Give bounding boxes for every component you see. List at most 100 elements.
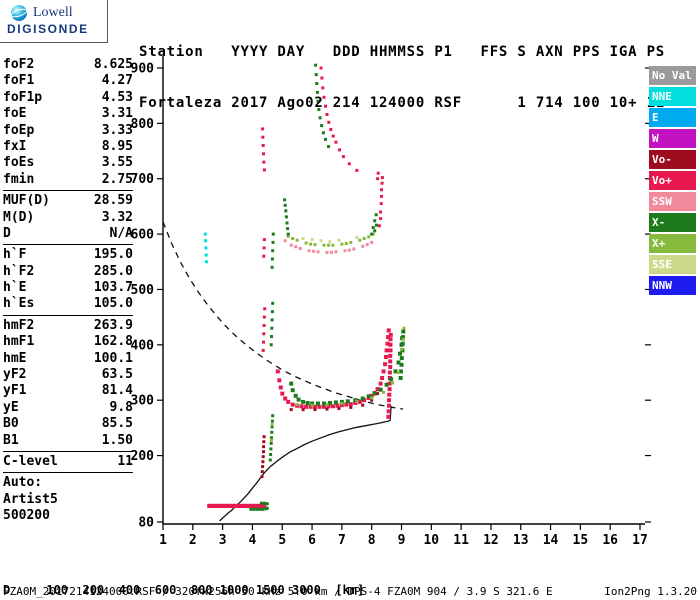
param-row-foes: foEs 3.55 — [3, 155, 133, 171]
legend-item-vo: Vo- — [649, 150, 696, 169]
y-tick-labels: 900 800 700 600 500 400 300 200 80 — [131, 62, 651, 531]
separator-line — [3, 190, 133, 192]
svg-text:11: 11 — [453, 533, 469, 548]
logo-product-name: DIGISONDE — [7, 22, 89, 36]
trace-hop2-top-green — [314, 63, 330, 149]
svg-text:12: 12 — [483, 533, 499, 548]
svg-text:600: 600 — [131, 228, 155, 243]
trace-hop2-bottom-pink — [283, 239, 374, 254]
legend-item-x: X- — [649, 213, 696, 232]
param-label: B0 — [3, 416, 19, 432]
logo-row: Lowell — [0, 0, 107, 22]
svg-text:8: 8 — [368, 533, 376, 548]
trace-f2-trace-x — [289, 329, 406, 406]
svg-text:9: 9 — [398, 533, 406, 548]
trace-hop2-right-branch-red — [376, 171, 384, 228]
muf-distance-table: D 100 200 400 600 800 1000 1500 3000 [km… — [3, 555, 371, 600]
param-value: 8.95 — [101, 138, 133, 154]
param-value: 195.0 — [93, 247, 133, 263]
param-value: 2.75 — [101, 171, 133, 187]
param-row-m-d: M(D) 3.32 — [3, 210, 133, 226]
trace-f2-trace-o — [275, 328, 393, 419]
svg-text:2: 2 — [189, 533, 197, 548]
param-label: foF1 — [3, 73, 35, 89]
x-tick-labels: 1 2 3 4 5 6 7 8 9 10 11 12 13 14 15 16 17 — [159, 524, 648, 548]
trace-hop2-bottom-green — [286, 232, 375, 247]
param-row-fmin: fmin 2.75 — [3, 172, 133, 188]
distance-row: D 100 200 400 600 800 1000 1500 3000 [km… — [3, 583, 365, 597]
param-label: hmF2 — [3, 317, 35, 333]
param-row-hme: hmE 100.1 — [3, 351, 133, 367]
trace-stray-cyan — [203, 232, 208, 264]
trace-hop2-left-branch — [283, 198, 290, 236]
legend-item-x: X+ — [649, 234, 696, 253]
trace-f1-hop2-asymptote-o — [261, 307, 267, 352]
legend-item-ssw: SSW — [649, 192, 696, 211]
trace-hop2-top-red — [319, 66, 359, 172]
svg-text:3: 3 — [219, 533, 227, 548]
param-value: 11 — [117, 453, 133, 469]
param-value: 100.1 — [93, 350, 133, 366]
trace-f1-hop2-asymptote-x — [269, 301, 275, 347]
svg-text:80: 80 — [138, 516, 154, 531]
param-label: yE — [3, 399, 19, 415]
software-version: Ion2Png 1.3.20 — [604, 585, 697, 598]
svg-text:17: 17 — [632, 533, 648, 548]
param-row-fof1p: foF1p 4.53 — [3, 90, 133, 106]
param-label: MUF(D) — [3, 193, 50, 209]
param-value: 3.31 — [101, 106, 133, 122]
param-value: 3.55 — [101, 155, 133, 171]
param-row-h-f2: h`F2 285.0 — [3, 264, 133, 280]
trace-hop2-left-asymptote-x — [270, 232, 275, 269]
param-label: fmin — [3, 171, 35, 187]
param-value: 3.33 — [101, 122, 133, 138]
param-value: N/A — [109, 225, 133, 241]
param-footer-500200: 500200 — [3, 508, 50, 524]
param-value: 63.5 — [101, 367, 133, 383]
param-value: 9.8 — [109, 399, 133, 415]
separator-line — [3, 314, 133, 316]
param-value: 162.8 — [93, 334, 133, 350]
param-row-h-f: h`F 195.0 — [3, 247, 133, 263]
param-row-h-es: h`Es 105.0 — [3, 296, 133, 312]
param-row-fxi: fxI 8.95 — [3, 139, 133, 155]
param-value: 285.0 — [93, 263, 133, 279]
svg-text:5: 5 — [278, 533, 286, 548]
trace-f1-asymptote-o — [260, 435, 266, 479]
param-value: 105.0 — [93, 296, 133, 312]
echo-direction-legend: No Val NNE E W Vo- Vo+ SSW X- X+ SSE NNW — [649, 66, 697, 297]
param-label: hmF1 — [3, 334, 35, 350]
param-value: 4.53 — [101, 89, 133, 105]
param-label: foE — [3, 106, 27, 122]
legend-item-nnw: NNW — [649, 276, 696, 295]
param-footer-artist5: Artist5 — [3, 491, 58, 507]
param-row-h-e: h`E 103.7 — [3, 280, 133, 296]
svg-text:500: 500 — [131, 283, 155, 298]
param-row-hmf2: hmF2 263.9 — [3, 318, 133, 334]
param-footer-auto: Auto: — [3, 475, 43, 491]
trace-es-trace-x — [249, 501, 269, 511]
svg-text:1: 1 — [159, 533, 167, 548]
param-row-b1: B1 1.50 — [3, 433, 133, 449]
param-label: foEs — [3, 155, 35, 171]
param-row-foe: foE 3.31 — [3, 106, 133, 122]
param-row-c-level: C-level 11 — [3, 454, 133, 470]
lowell-digisonde-logo: Lowell DIGISONDE — [0, 0, 108, 43]
globe-icon — [10, 5, 28, 21]
muf-transmission-curve — [162, 221, 404, 410]
param-value: 263.9 — [93, 317, 133, 333]
separator-line — [3, 450, 133, 452]
legend-item-nne: NNE — [649, 87, 696, 106]
param-label: h`Es — [3, 296, 35, 312]
legend-item-e: E — [649, 108, 696, 127]
svg-text:300: 300 — [131, 394, 155, 409]
param-label: foF2 — [3, 57, 35, 72]
svg-text:900: 900 — [131, 62, 155, 77]
param-label: hmE — [3, 350, 27, 366]
measurement-file-info: FZA0M_2017214124000.RSF / 320fx256h 50 k… — [3, 585, 553, 598]
svg-text:16: 16 — [602, 533, 618, 548]
param-label: fxI — [3, 138, 27, 154]
param-value: 85.5 — [101, 416, 133, 432]
trace-hop2-bottom-olive — [301, 235, 359, 244]
